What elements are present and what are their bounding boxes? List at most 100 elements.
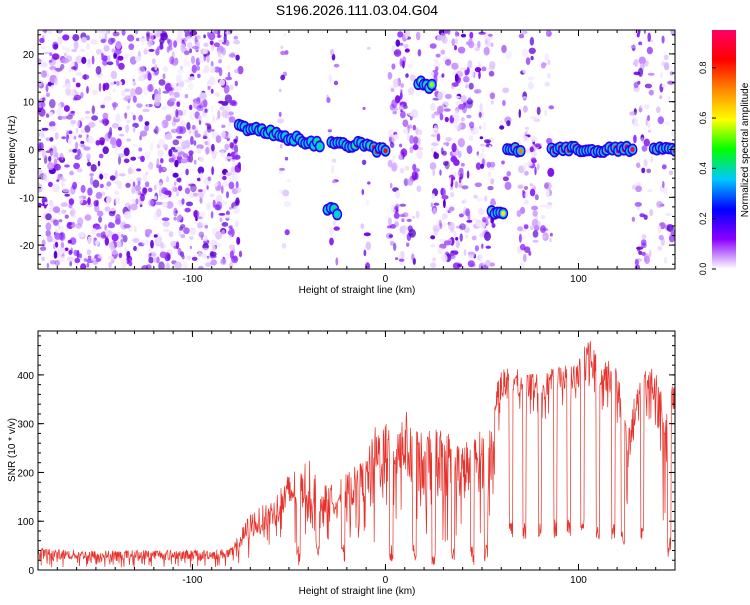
spectrogram-noise-blob (467, 260, 475, 268)
spectrogram-noise-blob (92, 179, 100, 188)
spectrogram-noise-blob (663, 187, 669, 195)
spectrogram-noise-blob (478, 111, 482, 118)
spectrogram-noise-blob (228, 111, 234, 116)
spectrogram-noise-blob (83, 74, 87, 80)
spectrogram-noise-blob (638, 41, 643, 46)
spectrogram-noise-blob (468, 82, 474, 90)
spectrogram-noise-blob (484, 139, 491, 144)
snr-axes: -100 0 100 0 100 200 300 400 (17, 331, 676, 586)
spectrogram-noise-blob (86, 42, 90, 50)
spectrogram-noise-blob (107, 255, 115, 261)
spectrogram-noise-blob (87, 255, 92, 260)
spectrogram-noise-blob (544, 53, 549, 61)
spectrogram-noise-blob (104, 95, 112, 102)
spectrogram-noise-blob (65, 47, 71, 54)
spectrogram-noise-blob (161, 201, 168, 208)
spectrogram-noise-blob (162, 73, 166, 80)
spectrogram-noise-blob (534, 194, 539, 201)
spectrogram-noise-blob (487, 185, 494, 191)
spectrogram-noise-blob (215, 135, 222, 144)
spectrogram-noise-blob (473, 194, 478, 199)
spectrogram-noise-blob (540, 62, 546, 69)
spectrogram-noise-blob (454, 181, 458, 189)
spectrogram-noise-blob (362, 106, 366, 110)
spectrogram-noise-blob (177, 185, 183, 192)
spectrogram-noise-blob (649, 208, 653, 217)
spectrogram-noise-blob (430, 147, 435, 153)
spectrogram-noise-blob (75, 82, 81, 88)
signal-core (630, 146, 635, 153)
spectrogram-noise-blob (62, 34, 70, 41)
spectrogram-noise-blob (429, 43, 437, 49)
spectrogram-noise-blob (133, 246, 137, 251)
spectrogram-noise-blob (65, 82, 71, 89)
spectrogram-noise-blob (139, 130, 148, 137)
spectrogram-noise-blob (177, 69, 184, 74)
spectrogram-noise-blob (97, 74, 103, 79)
spectrogram-noise-blob (489, 167, 496, 171)
spectrogram-noise-blob (209, 193, 215, 197)
spectrogram-noise-blob (540, 225, 546, 234)
spectrogram-noise-blob (641, 234, 647, 240)
spectrogram-noise-blob (148, 48, 155, 52)
spectrogram-noise-blob (224, 252, 229, 260)
spectrogram-noise-blob (394, 257, 399, 260)
spectrogram-noise-blob (48, 111, 54, 117)
spectrogram-noise-blob (221, 47, 227, 56)
spectrogram-noise-blob (67, 222, 73, 226)
spectrogram-noise-blob (173, 216, 177, 221)
spectrogram-noise-blob (479, 136, 484, 140)
spectrogram-noise-blob (104, 237, 110, 246)
spectrogram-noise-blob (229, 244, 235, 251)
spectrogram-noise-blob (431, 113, 436, 119)
spectrogram-noise-blob (529, 146, 534, 153)
spectrogram-noise-blob (458, 103, 466, 110)
spectrogram-noise-blob (175, 241, 180, 250)
spectrogram-noise-blob (659, 138, 664, 142)
spectrogram-noise-blob (663, 62, 670, 71)
spectrogram-noise-blob (204, 108, 208, 113)
spectrogram-noise-blob (399, 214, 406, 218)
spectrogram-noise-blob (67, 239, 72, 244)
spectrogram-noise-blob (157, 149, 164, 158)
colorbar-tick-label: 0.0 (698, 263, 708, 276)
spectrogram-noise-blob (117, 55, 124, 61)
spectrogram-noise-blob (118, 126, 122, 131)
spectrogram-noise-blob (161, 217, 170, 221)
spectrogram-noise-blob (490, 178, 495, 185)
spectrogram-noise-blob (162, 66, 169, 73)
spectrogram-noise-blob (532, 210, 538, 217)
spectrogram-noise-blob (146, 39, 153, 48)
spectrogram-noise-blob (76, 250, 80, 259)
spectrogram-noise-blob (168, 97, 177, 102)
spectrogram-noise-blob (210, 46, 214, 51)
spectrogram-noise-blob (221, 229, 225, 235)
spectrogram-noise-blob (180, 233, 186, 239)
spectrogram-noise-blob (333, 63, 340, 68)
spectrogram-noise-blob (329, 227, 334, 237)
spectrogram-noise-blob (213, 42, 220, 47)
spectrogram-noise-blob (153, 234, 158, 238)
spectrogram-noise-blob (333, 219, 337, 226)
spectrogram-noise-blob (451, 38, 456, 47)
spectrogram-noise-blob (80, 92, 84, 99)
spectrogram-noise-blob (477, 152, 485, 160)
spectrogram-noise-blob (479, 103, 483, 112)
spectrogram-noise-blob (115, 218, 121, 225)
spectrogram-noise-blob (175, 109, 179, 118)
spectrogram-noise-blob (398, 154, 404, 161)
spectrogram-noise-blob (112, 31, 120, 37)
spectrogram-noise-blob (45, 137, 50, 142)
spectrogram-noise-blob (206, 54, 210, 63)
spectrogram-noise-blob (189, 30, 198, 36)
spectrogram-noise-blob (524, 246, 531, 253)
spectrogram-noise-blob (166, 38, 170, 44)
spectrogram-noise-blob (71, 61, 75, 67)
spectrogram-noise-blob (69, 261, 73, 267)
spectrogram-noise-blob (41, 70, 47, 78)
spectrogram-noise-blob (211, 166, 214, 176)
spectrogram-noise-blob (221, 200, 228, 206)
spectrogram-noise-blob (124, 94, 133, 99)
spectrogram-noise-blob (53, 243, 56, 250)
spectrogram-noise-blob (534, 166, 537, 176)
